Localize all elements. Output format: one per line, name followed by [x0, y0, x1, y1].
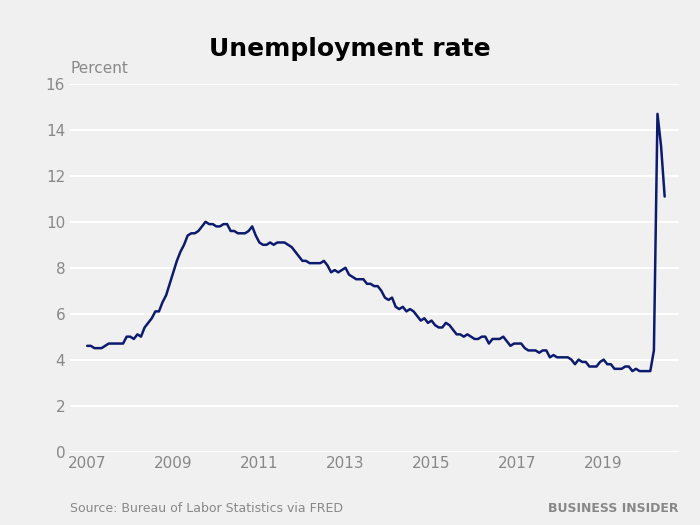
- Text: Unemployment rate: Unemployment rate: [209, 37, 491, 61]
- Text: Source: Bureau of Labor Statistics via FRED: Source: Bureau of Labor Statistics via F…: [70, 501, 343, 514]
- Text: BUSINESS INSIDER: BUSINESS INSIDER: [549, 501, 679, 514]
- Text: Percent: Percent: [70, 61, 128, 76]
